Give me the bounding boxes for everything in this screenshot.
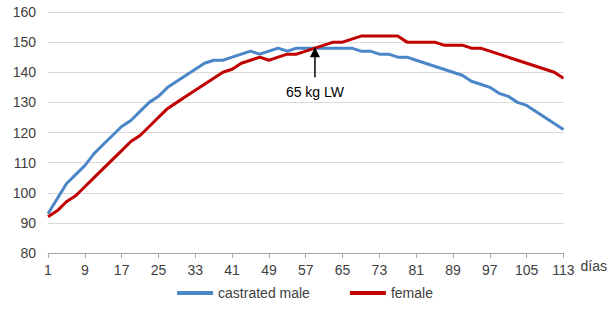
svg-text:110: 110 bbox=[14, 155, 37, 171]
svg-text:160: 160 bbox=[13, 4, 37, 20]
svg-text:65 kg LW: 65 kg LW bbox=[286, 84, 345, 100]
svg-text:65: 65 bbox=[335, 262, 351, 278]
svg-text:33: 33 bbox=[187, 262, 203, 278]
svg-text:57: 57 bbox=[298, 262, 314, 278]
svg-text:140: 140 bbox=[13, 64, 37, 80]
svg-text:días: días bbox=[581, 258, 607, 274]
svg-text:17: 17 bbox=[114, 262, 130, 278]
svg-text:97: 97 bbox=[482, 262, 498, 278]
svg-text:90: 90 bbox=[20, 215, 36, 231]
svg-text:castrated male: castrated male bbox=[218, 285, 310, 301]
svg-text:9: 9 bbox=[81, 262, 89, 278]
svg-text:80: 80 bbox=[20, 245, 36, 261]
svg-text:73: 73 bbox=[372, 262, 388, 278]
svg-text:81: 81 bbox=[408, 262, 424, 278]
svg-text:120: 120 bbox=[13, 125, 37, 141]
svg-text:100: 100 bbox=[13, 185, 37, 201]
svg-text:105: 105 bbox=[515, 262, 539, 278]
svg-text:female: female bbox=[391, 285, 433, 301]
svg-text:89: 89 bbox=[445, 262, 461, 278]
svg-text:1: 1 bbox=[44, 262, 52, 278]
svg-text:25: 25 bbox=[151, 262, 167, 278]
svg-text:49: 49 bbox=[261, 262, 277, 278]
svg-text:113: 113 bbox=[552, 262, 575, 278]
svg-text:41: 41 bbox=[224, 262, 240, 278]
svg-text:130: 130 bbox=[13, 94, 37, 110]
svg-text:150: 150 bbox=[13, 34, 37, 50]
